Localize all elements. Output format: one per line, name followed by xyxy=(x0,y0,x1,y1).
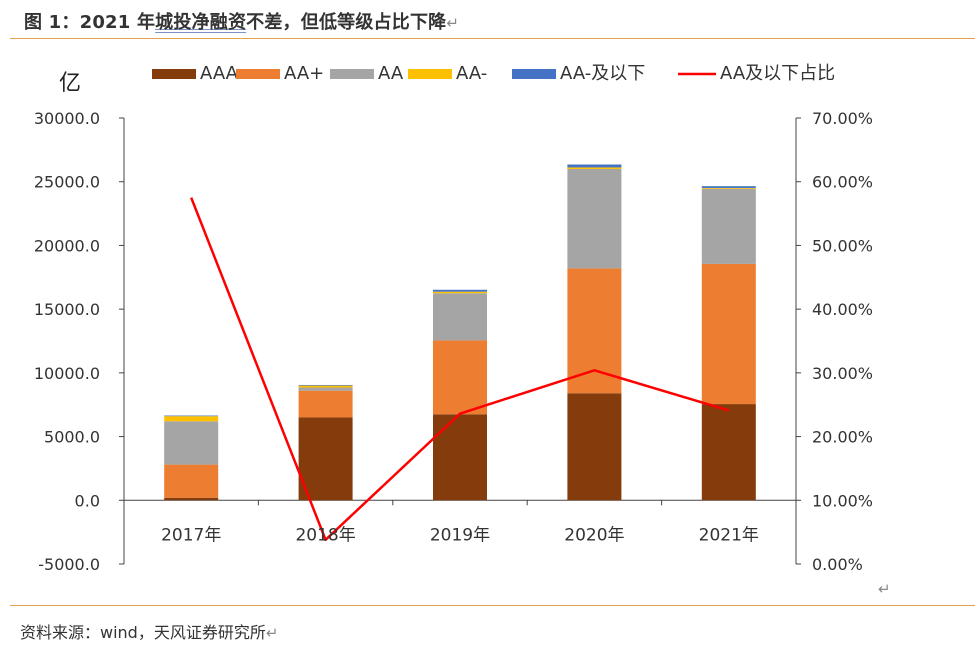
y-unit-label: 亿 xyxy=(59,71,81,96)
chart-labels: 亿 -5000.0 0.0 5000.0 10000.0 15000.0 20000.0 25… xyxy=(34,71,873,574)
y-right-tick-label: 60.00% xyxy=(812,173,873,192)
chart-return-mark-icon: ↵ xyxy=(878,580,891,598)
bar-segment xyxy=(433,340,487,415)
x-tick-label: 2017年 xyxy=(161,525,221,545)
bar-segment xyxy=(298,385,353,388)
bar-segment xyxy=(433,293,487,341)
chart-legend: AAA AA+ AA AA- AA-及以下 AA及以下占比 xyxy=(152,63,835,84)
y-left-tick-label: 15000.0 xyxy=(34,300,100,319)
y-left-tick-label: 5000.0 xyxy=(44,428,100,447)
bar-segment xyxy=(298,417,353,501)
legend-swatch xyxy=(330,69,374,79)
bar-segment xyxy=(164,497,219,501)
bar-segment xyxy=(433,291,487,294)
x-tick-label: 2019年 xyxy=(430,525,490,545)
y-left-tick-label: 10000.0 xyxy=(34,364,100,383)
y-right-tick-label: 70.00% xyxy=(812,109,873,128)
bar-segment xyxy=(701,404,756,501)
figure-title: 图 1：2021 年城投净融资不差，但低等级占比下降↵ xyxy=(24,8,459,34)
bar-segment xyxy=(567,168,622,269)
bar-segment xyxy=(567,164,622,168)
x-tick-label: 2020年 xyxy=(564,525,624,545)
bar-segment xyxy=(701,188,756,264)
bar-segment xyxy=(164,415,219,417)
bar-segment xyxy=(701,187,756,189)
legend-label: AA+ xyxy=(284,63,324,84)
y-left-tick-label: 25000.0 xyxy=(34,173,100,192)
legend-label: AA xyxy=(378,63,404,84)
return-mark-icon: ↵ xyxy=(446,14,460,32)
y-right-tick-label: 50.00% xyxy=(812,236,873,255)
legend-swatch xyxy=(152,69,196,79)
source-note: 资料来源：wind，天风证券研究所↵ xyxy=(20,619,278,643)
legend-swatch xyxy=(236,69,280,79)
y-right-tick-label: 30.00% xyxy=(812,364,873,383)
bar-segment xyxy=(298,390,353,418)
y-left-tick-label: 0.0 xyxy=(75,491,100,510)
legend-label: AA- xyxy=(456,63,487,84)
y-left-tick-label: -5000.0 xyxy=(38,555,100,574)
bar-segment xyxy=(164,416,219,422)
bar-segment xyxy=(164,464,219,498)
x-tick-label: 2018年 xyxy=(295,525,355,545)
y-right-tick-label: 0.00% xyxy=(812,555,863,574)
source-return-mark-icon: ↵ xyxy=(265,624,279,642)
bar-segment xyxy=(567,268,622,394)
legend-label: AA-及以下 xyxy=(560,63,645,84)
title-underlined: 城投净融资 xyxy=(155,12,247,33)
bar-segment xyxy=(298,384,353,386)
legend-swatch xyxy=(408,69,452,79)
bar-segment xyxy=(701,263,756,405)
bar-segment xyxy=(701,186,756,188)
source-text: 资料来源：wind，天风证券研究所 xyxy=(20,623,266,642)
legend-label: AA及以下占比 xyxy=(720,63,835,84)
bar-segment xyxy=(433,289,487,292)
y-left-tick-label: 20000.0 xyxy=(34,236,100,255)
y-right-tick-label: 10.00% xyxy=(812,491,873,510)
chart: AAA AA+ AA AA- AA-及以下 AA及以下占比 亿 -5000.0 0.0 5000… xyxy=(34,63,873,574)
legend-swatch xyxy=(512,69,556,79)
bar-segment xyxy=(433,414,487,501)
y-right-tick-label: 40.00% xyxy=(812,300,873,319)
bar-segment xyxy=(567,393,622,501)
x-tick-label: 2021年 xyxy=(699,525,759,545)
title-prefix: 图 1：2021 年 xyxy=(24,12,156,33)
bar-segment xyxy=(164,421,219,465)
bar-segment xyxy=(567,167,622,169)
y-right-tick-label: 20.00% xyxy=(812,428,873,447)
chart-bars xyxy=(164,164,756,501)
title-divider xyxy=(10,38,975,39)
legend-label: AAA xyxy=(200,63,239,84)
bar-segment xyxy=(298,387,353,391)
source-divider xyxy=(10,605,975,606)
y-left-tick-label: 30000.0 xyxy=(34,109,100,128)
chart-line xyxy=(190,197,730,542)
title-suffix: 不差，但低等级占比下降 xyxy=(246,12,447,33)
